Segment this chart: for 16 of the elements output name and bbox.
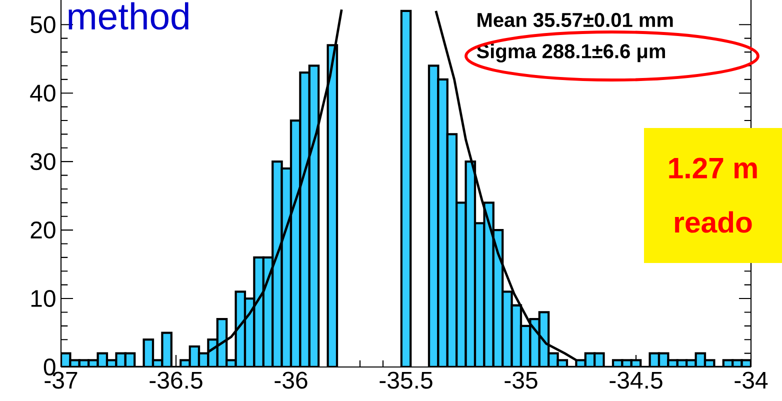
annotation: method [68, 2, 188, 30]
x-tick-label: -35.5 [380, 372, 432, 389]
annotation: reado [674, 211, 752, 233]
y-tick-label: 50 [30, 16, 56, 34]
y-tick-label: 20 [30, 222, 56, 239]
y-tick-label: 40 [30, 84, 56, 102]
x-tick-label: -34.5 [610, 372, 662, 389]
x-tick-label: -36.5 [150, 372, 202, 389]
annotation: Sigma 288.1±6.6 μm [476, 44, 665, 62]
x-tick-label: -36 [274, 372, 308, 389]
y-tick-label: 10 [31, 290, 56, 308]
y-tick-label: 30 [30, 153, 56, 170]
annotation: Mean 35.57±0.01 mm [478, 12, 673, 28]
annotation: 1.27 m [669, 158, 757, 178]
x-tick-label: -35 [504, 372, 538, 389]
x-tick-label: -34 [734, 372, 768, 389]
